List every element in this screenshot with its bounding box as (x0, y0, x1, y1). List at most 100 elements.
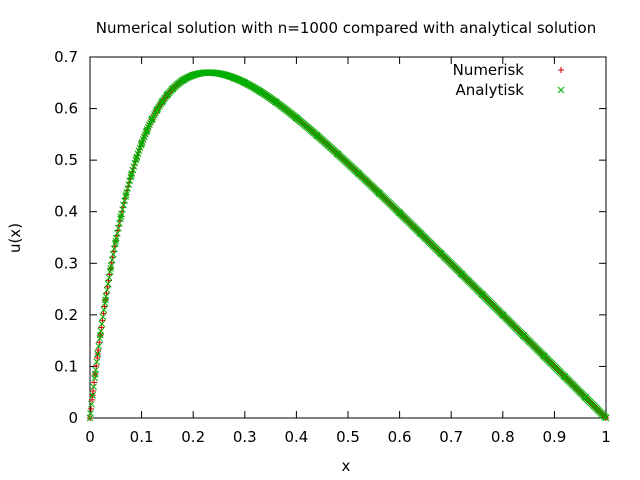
x-tick-label: 0.8 (491, 428, 515, 446)
data-point-analytisk (113, 229, 121, 237)
series-numerisk (87, 69, 609, 421)
data-point-analytisk (90, 383, 97, 391)
data-point-analytisk (151, 111, 158, 118)
data-point-analytisk (148, 116, 156, 123)
y-tick-label: 0.2 (54, 306, 78, 324)
data-point-analytisk (86, 414, 94, 422)
data-point-analytisk (120, 201, 127, 209)
data-point-analytisk (94, 350, 102, 358)
data-point-analytisk (478, 290, 486, 298)
data-point-analytisk (88, 400, 95, 408)
data-point-analytisk (354, 170, 362, 177)
data-point-analytisk (96, 331, 104, 339)
data-point-numerisk (94, 354, 101, 361)
y-axis-label: u(x) (6, 223, 24, 253)
y-tick-label: 0 (68, 409, 78, 427)
legend-marker-numerisk-glyph (558, 67, 564, 73)
data-point-analytisk (200, 69, 207, 77)
data-point-analytisk (272, 98, 280, 106)
data-point-analytisk (231, 74, 238, 82)
data-point-numerisk (88, 405, 95, 412)
data-point-analytisk (107, 262, 115, 270)
legend-label-numerisk: Numerisk (453, 61, 525, 79)
legend-marker-numerisk (558, 67, 564, 73)
x-tick-label: 0 (85, 428, 95, 446)
y-tick-label: 0.6 (54, 100, 78, 118)
data-point-analytisk (107, 265, 114, 272)
data-point-numerisk (96, 339, 103, 346)
data-point-analytisk (241, 79, 249, 87)
data-point-numerisk (98, 324, 105, 331)
data-point-analytisk (158, 98, 166, 106)
data-point-analytisk (127, 171, 135, 179)
x-tick-label: 0.6 (388, 428, 412, 446)
data-point-analytisk (95, 342, 103, 350)
data-point-numerisk (89, 396, 96, 403)
data-point-numerisk (101, 303, 108, 310)
data-point-analytisk (458, 270, 465, 278)
data-point-analytisk (104, 280, 112, 288)
data-point-analytisk (91, 370, 99, 378)
y-tick-label: 0.1 (54, 357, 78, 375)
data-point-analytisk (293, 114, 300, 122)
series-layer (86, 69, 610, 422)
data-point-analytisk (210, 69, 218, 77)
data-point-analytisk (416, 230, 424, 237)
data-point-analytisk (89, 391, 96, 399)
data-point-analytisk (189, 71, 197, 79)
legend-marker-analytisk-glyph (557, 86, 565, 94)
data-point-analytisk (122, 191, 130, 199)
data-point-numerisk (95, 346, 102, 353)
data-point-analytisk (169, 85, 176, 93)
data-point-analytisk (334, 150, 342, 158)
data-point-analytisk (138, 140, 145, 147)
data-point-analytisk (520, 332, 527, 339)
plot-area-frame (89, 56, 607, 419)
y-tick-label: 0.5 (54, 151, 78, 169)
data-point-analytisk (164, 91, 171, 99)
data-point-analytisk (602, 414, 610, 422)
data-point-analytisk (108, 256, 116, 264)
data-point-analytisk (117, 213, 125, 220)
legend-marker-analytisk (557, 86, 565, 94)
data-point-analytisk (102, 296, 109, 304)
data-point-analytisk (133, 154, 140, 162)
x-tick-label: 0.3 (233, 428, 257, 446)
legend-label-analytisk: Analytisk (455, 81, 524, 99)
data-point-analytisk (540, 352, 548, 360)
data-point-analytisk (98, 320, 106, 328)
chart-title: Numerical solution with n=1000 compared … (96, 19, 597, 37)
data-point-analytisk (126, 177, 134, 185)
data-point-analytisk (256, 88, 264, 95)
data-point-analytisk (105, 274, 113, 281)
data-point-analytisk (561, 373, 569, 381)
data-point-analytisk (499, 311, 507, 319)
data-point-numerisk (90, 388, 97, 395)
data-point-analytisk (121, 197, 128, 205)
data-point-analytisk (111, 240, 119, 247)
data-point-analytisk (112, 237, 120, 245)
x-tick-label: 1 (601, 428, 611, 446)
data-point-numerisk (93, 362, 100, 369)
x-tick-label: 0.7 (439, 428, 463, 446)
data-point-analytisk (124, 185, 132, 192)
data-point-analytisk (109, 250, 117, 258)
data-point-numerisk (91, 379, 98, 386)
data-point-analytisk (153, 106, 161, 114)
x-tick-label: 0.1 (130, 428, 154, 446)
data-point-analytisk (437, 250, 445, 257)
data-point-analytisk (396, 209, 403, 217)
data-point-analytisk (93, 358, 101, 366)
data-point-numerisk (100, 310, 107, 317)
data-point-analytisk (125, 181, 133, 188)
data-point-analytisk (145, 121, 153, 129)
ticks-layer: 0 0.1 0.2 0.3 0.4 0.5 0.6 0.7 0.8 0.9 1 0 0.1 0.2 0.3 0… (54, 48, 611, 446)
data-point-analytisk (110, 245, 118, 253)
legend: Numerisk Analytisk (453, 61, 565, 99)
y-tick-label: 0.7 (54, 48, 78, 66)
data-point-analytisk (582, 394, 589, 401)
data-point-analytisk (123, 189, 130, 196)
x-tick-label: 0.4 (284, 428, 308, 446)
y-tick-label: 0.4 (54, 203, 78, 221)
